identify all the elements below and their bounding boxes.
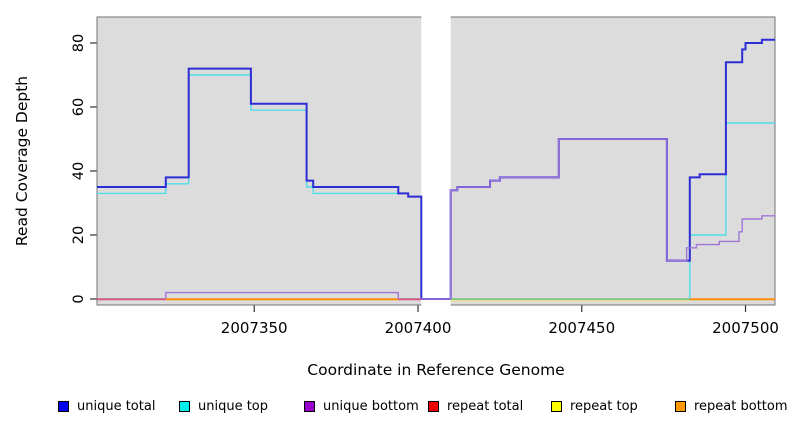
x-tick-label: 2007350 <box>221 319 288 337</box>
y-tick-label: 80 <box>71 34 87 52</box>
legend-label: unique top <box>198 398 269 414</box>
y-tick-label: 20 <box>71 226 87 244</box>
y-tick-label: 40 <box>71 162 87 180</box>
x-axis-title: Coordinate in Reference Genome <box>307 361 565 379</box>
legend-label: repeat bottom <box>694 398 788 414</box>
legend-item-unique-top: unique top <box>179 397 268 415</box>
legend-label: unique bottom <box>323 398 419 414</box>
x-tick-label: 2007400 <box>385 319 452 337</box>
legend-swatch-icon <box>675 400 686 412</box>
legend-swatch-icon <box>179 400 190 412</box>
series-line-unique-bottom <box>97 138 775 300</box>
y-tick-label: 0 <box>71 294 87 303</box>
legend-item-repeat-total: repeat total <box>428 397 523 415</box>
y-tick-label: 60 <box>71 98 87 116</box>
legend-label: repeat total <box>447 398 524 414</box>
legend-label: unique total <box>77 398 156 414</box>
legend-item-repeat-bottom: repeat bottom <box>675 397 788 415</box>
y-axis-title: Read Coverage Depth <box>13 75 31 247</box>
legend-item-repeat-top: repeat top <box>551 397 638 415</box>
legend-swatch-icon <box>428 400 439 412</box>
legend-item-unique-bottom: unique bottom <box>304 397 419 415</box>
data-gap-band <box>421 16 451 306</box>
legend-swatch-icon <box>304 400 315 412</box>
legend-swatch-icon <box>551 400 562 412</box>
x-tick-label: 2007450 <box>548 319 615 337</box>
legend-swatch-icon <box>58 400 69 412</box>
chart-canvas: 0 20 40 60 80 2007350 2007400 2007450 2007500 <box>71 16 779 337</box>
x-tick-label: 2007500 <box>712 319 779 337</box>
legend-item-unique-total: unique total <box>58 397 155 415</box>
legend-label: repeat top <box>570 398 638 414</box>
chart-legend: unique total unique top unique bottom repea… <box>0 397 792 419</box>
